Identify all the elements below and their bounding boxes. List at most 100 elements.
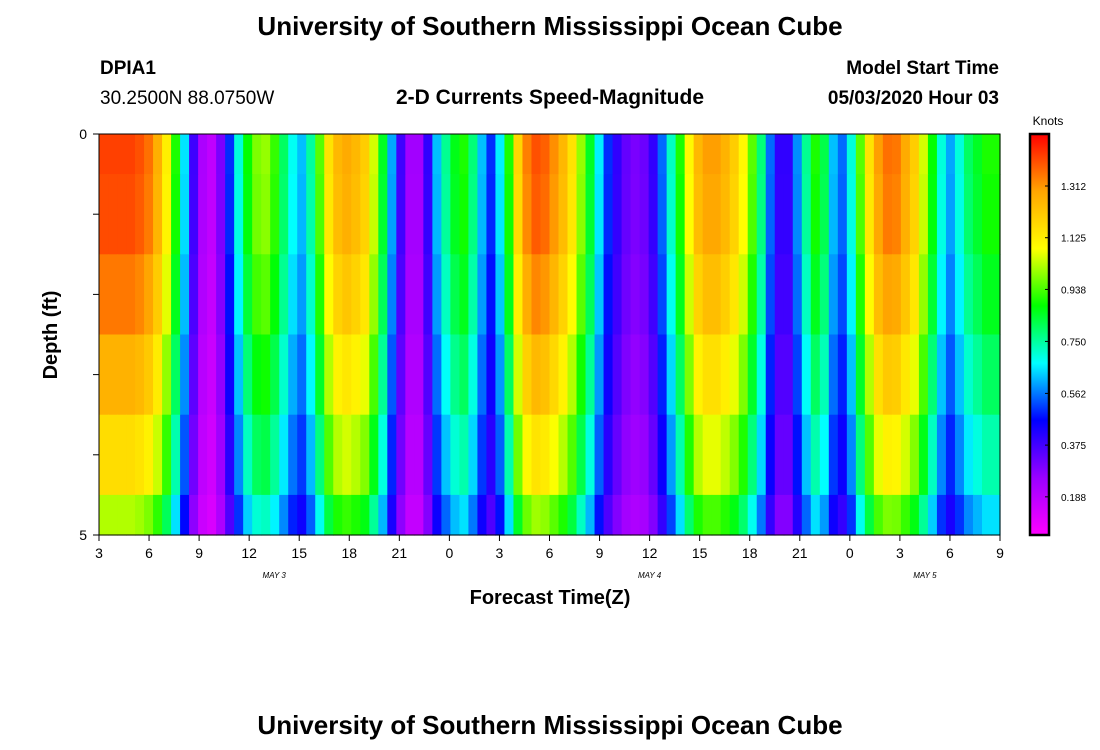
heatmap-cell xyxy=(288,254,298,336)
heatmap-cell xyxy=(810,134,821,175)
heatmap-cell xyxy=(882,414,893,496)
heatmap-cell xyxy=(288,334,298,416)
heatmap-cell xyxy=(936,254,947,336)
heatmap-cell xyxy=(369,494,379,536)
heatmap-cell xyxy=(612,254,623,336)
heatmap-cell xyxy=(486,414,497,496)
x-tick-label: 3 xyxy=(95,545,103,561)
heatmap-cell xyxy=(567,334,578,416)
heatmap-cell xyxy=(504,134,515,175)
heatmap-cell xyxy=(99,414,109,496)
heatmap-cell xyxy=(351,494,361,536)
heatmap-cell xyxy=(855,334,866,416)
heatmap-cell xyxy=(756,334,767,416)
heatmap-cell xyxy=(333,174,343,255)
heatmap-cell xyxy=(738,134,749,175)
heatmap-cell xyxy=(144,174,154,255)
heatmap-cell xyxy=(954,494,965,536)
heatmap-cell xyxy=(504,254,515,336)
heatmap-cell xyxy=(684,254,695,336)
heatmap-cell xyxy=(441,494,451,536)
heatmap-cell xyxy=(252,414,262,496)
colorbar-frame xyxy=(1028,132,1051,537)
heatmap-cell xyxy=(810,414,821,496)
heatmap-cell xyxy=(387,254,397,336)
heatmap-cell xyxy=(288,174,298,255)
heatmap-cell xyxy=(792,494,803,536)
heatmap-cell xyxy=(747,174,758,255)
heatmap-cell xyxy=(144,134,154,175)
heatmap-cell xyxy=(396,254,406,336)
heatmap-cell xyxy=(963,134,974,175)
heatmap-cell xyxy=(315,414,325,496)
heatmap-cell xyxy=(342,414,352,496)
heatmap-cell xyxy=(747,494,758,536)
heatmap-cell xyxy=(333,254,343,336)
heatmap-cell xyxy=(405,254,415,336)
heatmap-cell xyxy=(972,254,983,336)
heatmap-cells xyxy=(99,134,1001,536)
heatmap-cell xyxy=(207,134,217,175)
heatmap-cell xyxy=(432,334,442,416)
heatmap-cell xyxy=(144,334,154,416)
heatmap-cell xyxy=(639,494,650,536)
heatmap-cell xyxy=(459,494,470,536)
heatmap-cell xyxy=(927,254,938,336)
heatmap-cell xyxy=(414,414,424,496)
heatmap-cell xyxy=(612,134,623,175)
heatmap-cell xyxy=(441,334,451,416)
heatmap-cell xyxy=(486,134,497,175)
heatmap-cell xyxy=(504,414,515,496)
heatmap-cell xyxy=(360,134,370,175)
heatmap-cell xyxy=(909,254,920,336)
heatmap-cell xyxy=(540,334,551,416)
heatmap-cell xyxy=(864,174,875,255)
heatmap-cell xyxy=(774,254,785,336)
heatmap-cell xyxy=(279,414,289,496)
heatmap-cell xyxy=(909,134,920,175)
heatmap-cell xyxy=(360,414,370,496)
heatmap-cell xyxy=(621,414,632,496)
heatmap-cell xyxy=(891,494,902,536)
heatmap-cell xyxy=(774,134,785,175)
heatmap-cell xyxy=(513,334,524,416)
heatmap-cell xyxy=(945,414,956,496)
heatmap-cell xyxy=(900,254,911,336)
heatmap-cell xyxy=(684,334,695,416)
heatmap-cell xyxy=(162,334,172,416)
heatmap-cell xyxy=(423,254,433,336)
heatmap-cell xyxy=(189,174,199,255)
heatmap-cell xyxy=(585,334,596,416)
heatmap-cell xyxy=(342,174,352,255)
heatmap-cell xyxy=(126,414,136,496)
heatmap-cell xyxy=(945,134,956,175)
heatmap-cell xyxy=(882,254,893,336)
heatmap-cell xyxy=(927,334,938,416)
heatmap-cell xyxy=(639,334,650,416)
heatmap-cell xyxy=(657,134,668,175)
colorbar-gradient xyxy=(1030,134,1049,535)
heatmap-cell xyxy=(459,414,470,496)
heatmap-cell xyxy=(729,334,740,416)
heatmap-cell xyxy=(576,174,587,255)
heatmap-cell xyxy=(135,134,145,175)
date-label: MAY 4 xyxy=(638,571,662,580)
heatmap-cell xyxy=(414,494,424,536)
heatmap-cell xyxy=(954,334,965,416)
colorbar-tick-label: 0.562 xyxy=(1061,389,1086,400)
heatmap-cell xyxy=(216,334,226,416)
heatmap-cell xyxy=(882,494,893,536)
heatmap-cell xyxy=(981,494,992,536)
heatmap-cell xyxy=(126,494,136,536)
heatmap-cell xyxy=(621,254,632,336)
heatmap-cell xyxy=(270,414,280,496)
heatmap-cell xyxy=(765,334,776,416)
x-tick-label: 21 xyxy=(392,545,408,561)
heatmap-cell xyxy=(837,174,848,255)
heatmap-cell xyxy=(351,414,361,496)
heatmap-cell xyxy=(639,134,650,175)
heatmap-cell xyxy=(432,174,442,255)
heatmap-cell xyxy=(963,254,974,336)
heatmap-cell xyxy=(522,134,533,175)
heatmap-cell xyxy=(855,254,866,336)
